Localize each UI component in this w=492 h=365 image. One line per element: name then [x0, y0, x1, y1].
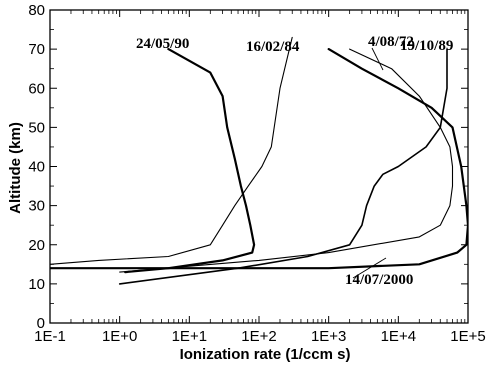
- x-tick-label: 1E+3: [311, 328, 346, 345]
- curve-label: 4/08/72: [368, 34, 414, 50]
- x-tick-label: 1E-1: [34, 328, 66, 345]
- y-tick-label: 30: [28, 198, 45, 215]
- curve-label: 14/07/2000: [345, 272, 413, 288]
- y-tick-label: 50: [28, 119, 45, 136]
- y-axis: 0 10 20 30 40 50 60 70 80: [28, 2, 468, 332]
- x-axis-title: Ionization rate (1/ccm s): [180, 346, 351, 363]
- curve-label: 24/05/90: [136, 36, 189, 52]
- series-layer: [50, 36, 468, 285]
- x-tick-label: 1E+1: [172, 328, 207, 345]
- x-tick-label: 1E+0: [102, 328, 137, 345]
- y-tick-label: 20: [28, 237, 45, 254]
- curve-label: 19/10/89: [400, 38, 453, 54]
- x-axis: 1E-1 1E+0 1E+1 1E+2 1E+3 1E+4 1E+5: [34, 10, 486, 345]
- x-tick-label: 1E+4: [381, 328, 416, 345]
- x-tick-label: 1E+5: [450, 328, 485, 345]
- curve-label: 16/02/84: [246, 39, 300, 55]
- y-tick-label: 10: [28, 276, 45, 293]
- series-line-4-08-72: [119, 48, 454, 273]
- series-line-19-10-89: [118, 48, 448, 285]
- x-tick-label: 1E+2: [241, 328, 276, 345]
- series-line-14-07-2000: [50, 47, 468, 270]
- series-line-16-02-84: [50, 36, 293, 265]
- y-tick-label: 70: [28, 41, 45, 58]
- label-leader-line: [371, 47, 384, 71]
- y-tick-label: 0: [37, 315, 45, 332]
- y-tick-label: 40: [28, 159, 45, 176]
- y-axis-title: Altitude (km): [7, 122, 24, 214]
- y-tick-label: 80: [28, 2, 45, 19]
- y-tick-label: 60: [28, 80, 45, 97]
- series-line-24-05-90: [124, 47, 256, 274]
- label-leader-line: [352, 257, 387, 279]
